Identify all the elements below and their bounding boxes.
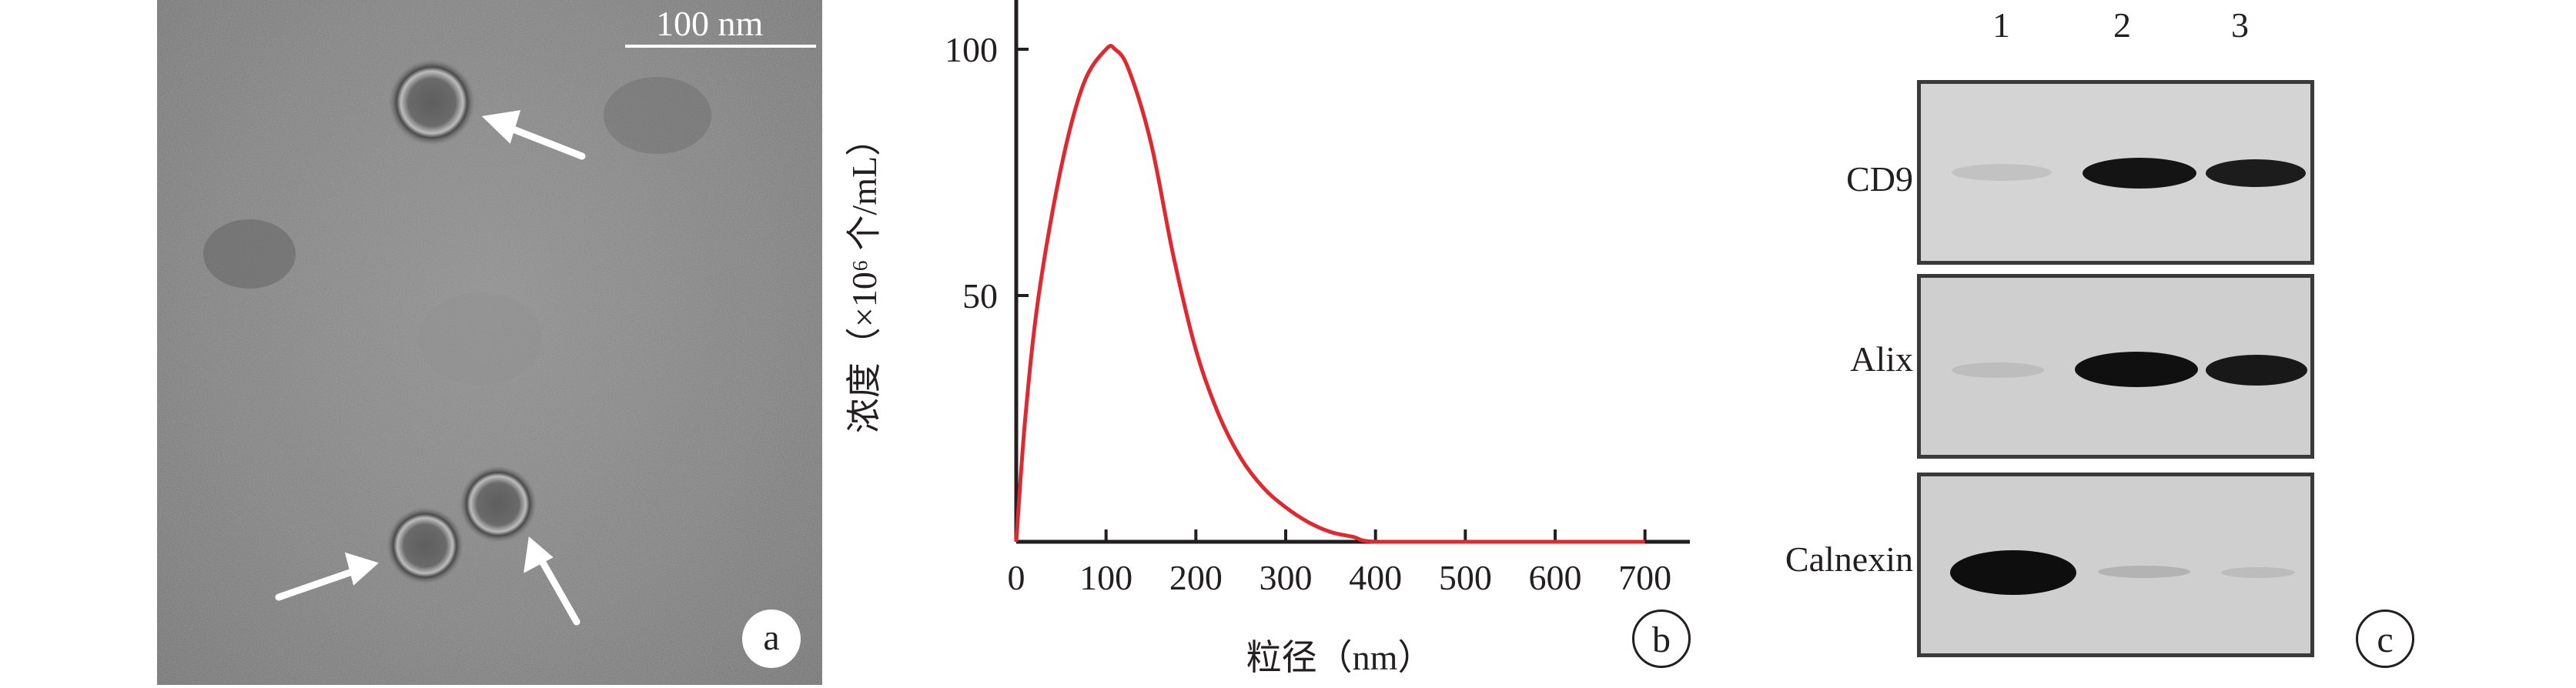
band (2221, 567, 2295, 578)
lane-label: 2 (2113, 5, 2131, 45)
blot-strip-alix (1917, 274, 2314, 459)
vesicle (460, 466, 537, 543)
x-tick-label: 200 (1169, 558, 1223, 597)
vesicle (386, 507, 463, 584)
panel-letter-a: a (742, 610, 801, 668)
arrow-icon (535, 552, 580, 626)
arrow-icon (524, 536, 554, 573)
western-blot-panel: 1 2 3 CD9 Alix Calnexin c (1717, 0, 2576, 685)
band-label-alix: Alix (1850, 339, 1913, 379)
x-tick-label: 700 (1618, 558, 1671, 597)
micrograph-texture (157, 0, 822, 685)
arrow-icon (500, 122, 586, 160)
x-tick-label: 400 (1349, 558, 1402, 597)
x-tick-label: 300 (1260, 558, 1313, 597)
y-tick-label: 100 (945, 30, 998, 69)
band (1952, 164, 2052, 181)
vesicle (389, 59, 475, 145)
scale-bar-label: 100 nm (656, 4, 764, 43)
x-tick-label: 0 (1008, 558, 1025, 597)
band (2083, 158, 2196, 189)
x-tick-label: 100 (1079, 558, 1132, 597)
lane-label: 1 (1992, 5, 2010, 45)
blot-strip-cd9 (1917, 80, 2314, 265)
tem-micrograph: 100 nm a (157, 0, 822, 685)
y-axis-label: 浓度（×10⁶ 个/mL） (845, 121, 884, 433)
band (1952, 362, 2044, 378)
series-line (1014, 44, 1645, 544)
band-label-calnexin: Calnexin (1785, 539, 1913, 579)
x-axis-label: 粒径（nm） (1246, 638, 1434, 677)
band (1950, 550, 2076, 595)
size-distribution-chart: 0 100 200 300 400 500 600 700 50 100 粒径（nm） 浓度（×… (839, 0, 1717, 685)
arrow-icon (481, 110, 521, 144)
y-tick-label: 50 (962, 276, 998, 316)
band (2206, 355, 2307, 386)
x-tick-label: 500 (1439, 558, 1492, 597)
band (2075, 352, 2198, 387)
panel-letter-b: b (1632, 610, 1691, 668)
blot-strip-calnexin (1917, 473, 2314, 657)
arrow-icon (275, 566, 363, 601)
lane-label: 3 (2231, 5, 2249, 45)
band (2098, 566, 2190, 578)
band (2206, 159, 2306, 187)
x-tick-label: 600 (1529, 558, 1582, 597)
panel-letter-c: c (2356, 610, 2414, 668)
chart-svg: 0 100 200 300 400 500 600 700 50 100 粒径（nm） 浓度（×… (845, 0, 1690, 677)
arrow-icon (344, 552, 379, 586)
band-label-cd9: CD9 (1846, 159, 1913, 199)
